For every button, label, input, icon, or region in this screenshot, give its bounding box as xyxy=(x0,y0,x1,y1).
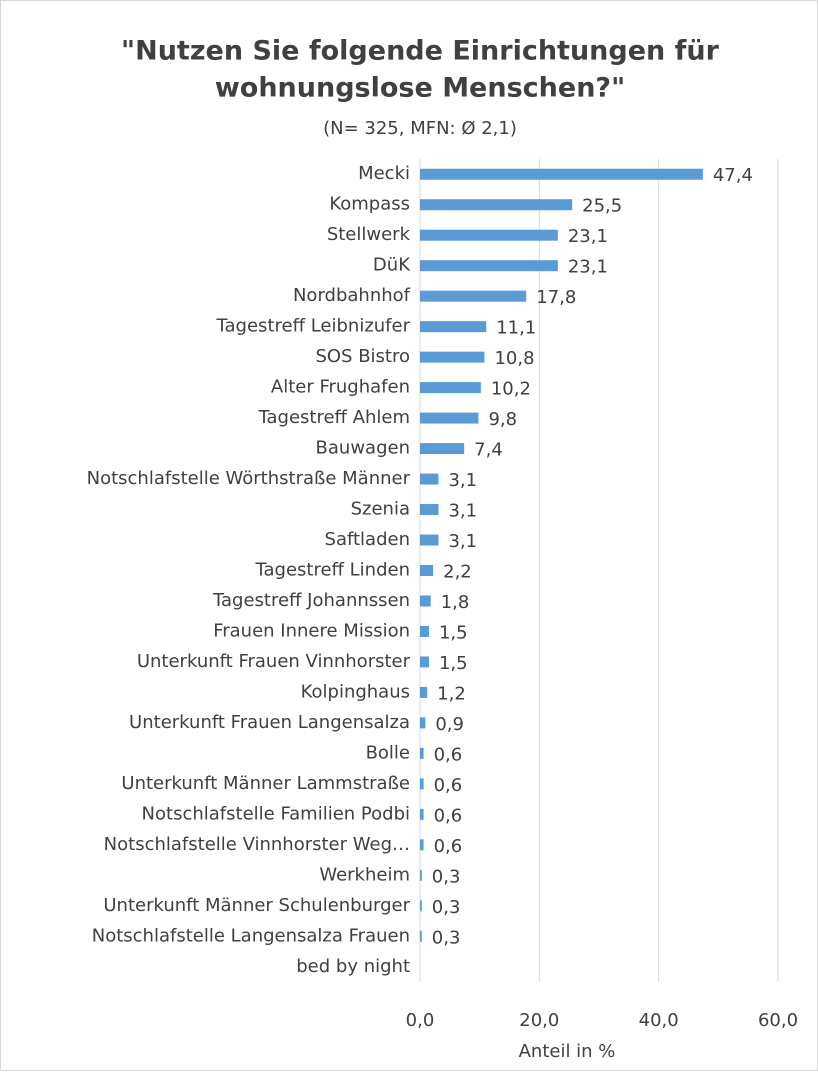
data-label: 0,6 xyxy=(434,775,463,796)
bar xyxy=(420,839,424,851)
chart-subtitle: (N= 325, MFN: Ø 2,1) xyxy=(323,118,517,139)
bar xyxy=(420,595,431,607)
data-label: 23,1 xyxy=(568,257,608,278)
data-label: 11,1 xyxy=(496,318,536,339)
y-tick-label: Notschlafstelle Familien Podbi xyxy=(142,803,410,824)
y-tick-label: Bauwagen xyxy=(316,438,410,459)
data-label: 3,1 xyxy=(448,470,477,491)
y-tick-label: Kolpinghaus xyxy=(301,681,410,702)
data-label: 9,8 xyxy=(488,409,517,430)
data-label: 0,9 xyxy=(435,714,464,735)
data-label: 3,1 xyxy=(448,531,477,552)
bar xyxy=(420,199,573,211)
bar xyxy=(420,260,558,272)
data-label: 1,2 xyxy=(437,683,466,704)
y-tick-label: Tagestreff Ahlem xyxy=(257,407,410,428)
data-label: 23,1 xyxy=(568,226,608,247)
y-tick-label: Kompass xyxy=(329,194,410,215)
bar xyxy=(420,534,439,546)
y-tick-label: bed by night xyxy=(296,956,410,977)
bar xyxy=(420,656,429,668)
bar xyxy=(420,168,703,180)
bar xyxy=(420,351,485,363)
data-label: 10,8 xyxy=(494,348,534,369)
bar xyxy=(420,686,428,698)
y-tick-label: SOS Bistro xyxy=(315,346,410,367)
x-tick-label: 0,0 xyxy=(406,1010,435,1031)
data-label: 0,3 xyxy=(432,897,461,918)
bar xyxy=(420,412,479,424)
data-label: 1,5 xyxy=(439,622,468,643)
data-label: 0,6 xyxy=(434,805,463,826)
data-label: 0,6 xyxy=(434,744,463,765)
data-label: 1,5 xyxy=(439,653,468,674)
y-tick-label: Notschlafstelle Wörthstraße Männer xyxy=(87,468,411,489)
data-label: 47,4 xyxy=(713,165,753,186)
bar xyxy=(420,808,424,820)
y-tick-label: Alter Frughafen xyxy=(271,377,410,398)
y-tick-label: Nordbahnhof xyxy=(293,285,411,306)
bar xyxy=(420,717,426,729)
y-tick-label: Bolle xyxy=(366,742,410,763)
y-tick-label: DüK xyxy=(373,255,411,276)
y-tick-label: Stellwerk xyxy=(327,224,411,245)
x-tick-label: 40,0 xyxy=(639,1010,679,1031)
y-tick-label: Notschlafstelle Langensalza Frauen xyxy=(92,925,410,946)
bar xyxy=(420,229,558,241)
data-label: 10,2 xyxy=(491,379,531,400)
data-label: 0,6 xyxy=(434,836,463,857)
data-label: 7,4 xyxy=(474,440,503,461)
bar xyxy=(420,290,527,302)
bar xyxy=(420,321,487,333)
bar xyxy=(420,473,439,485)
data-label: 25,5 xyxy=(582,196,622,217)
bar xyxy=(420,382,481,394)
y-tick-label: Werkheim xyxy=(319,864,410,885)
bar xyxy=(420,504,439,516)
data-label: 1,8 xyxy=(441,592,470,613)
y-tick-label: Mecki xyxy=(358,163,410,184)
data-label: 17,8 xyxy=(536,287,576,308)
bar xyxy=(420,565,434,576)
bar xyxy=(420,930,422,942)
bar xyxy=(420,443,465,455)
bar xyxy=(420,869,422,881)
y-tick-label: Tagestreff Leibnizufer xyxy=(216,316,411,337)
bar xyxy=(420,778,424,790)
y-tick-label: Frauen Innere Mission xyxy=(213,620,410,641)
data-label: 2,2 xyxy=(443,562,472,583)
y-tick-label: Notschlafstelle Vinnhorster Weg… xyxy=(104,834,410,855)
y-tick-label: Unterkunft Frauen Vinnhorster xyxy=(137,651,411,672)
y-tick-label: Szenia xyxy=(351,499,410,520)
bar xyxy=(420,900,422,912)
x-tick-label: 20,0 xyxy=(519,1010,559,1031)
chart-title: "Nutzen Sie folgende Einrichtungen für xyxy=(121,36,720,67)
y-tick-label: Tagestreff Linden xyxy=(254,560,410,581)
x-axis-label: Anteil in % xyxy=(519,1041,616,1062)
chart-title: wohnungslose Menschen?" xyxy=(215,73,625,104)
y-tick-label: Unterkunft Frauen Langensalza xyxy=(129,712,410,733)
data-label: 0,3 xyxy=(432,866,461,887)
data-label: 3,1 xyxy=(448,501,477,522)
y-tick-label: Unterkunft Männer Schulenburger xyxy=(103,895,410,916)
bar xyxy=(420,747,424,759)
y-tick-label: Saftladen xyxy=(325,529,410,550)
x-tick-label: 60,0 xyxy=(758,1010,798,1031)
bar xyxy=(420,625,429,637)
data-label: 0,3 xyxy=(432,927,461,948)
y-tick-label: Tagestreff Johannssen xyxy=(212,590,410,611)
y-tick-label: Unterkunft Männer Lammstraße xyxy=(121,773,410,794)
